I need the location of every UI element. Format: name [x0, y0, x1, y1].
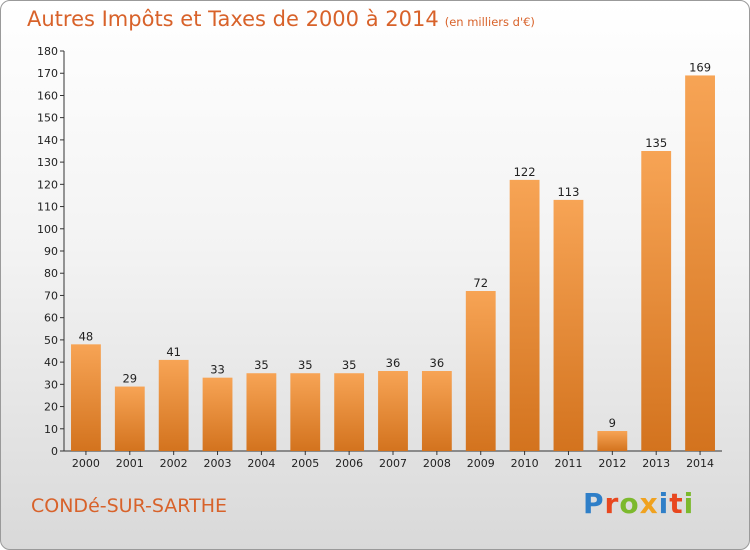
y-tick-label: 0 — [51, 445, 58, 458]
bar — [202, 377, 233, 451]
x-tick-label: 2009 — [467, 457, 495, 470]
bars — [71, 75, 715, 451]
logo-letter: i — [683, 487, 695, 520]
data-label: 9 — [609, 416, 616, 430]
y-tick-label: 110 — [37, 201, 58, 214]
commune-name: CONDé-SUR-SARTHE — [31, 495, 227, 517]
x-tick-label: 2012 — [598, 457, 626, 470]
y-tick-label: 120 — [37, 178, 58, 191]
bar — [71, 344, 101, 451]
bar — [685, 75, 715, 451]
x-tick-label: 2014 — [686, 457, 714, 470]
data-label: 36 — [430, 356, 445, 370]
x-tick-label: 2003 — [204, 457, 232, 470]
bar — [465, 291, 496, 451]
y-tick-label: 10 — [44, 423, 58, 436]
logo-letter: r — [604, 487, 620, 520]
x-tick-label: 2000 — [72, 457, 100, 470]
data-label: 33 — [210, 363, 225, 377]
y-tick-label: 100 — [37, 223, 58, 236]
bar — [641, 151, 672, 451]
axes: 0 10 20 30 40 50 60 70 80 90 100 110 120 130 140 150 160… — [37, 45, 722, 458]
bar — [290, 373, 321, 451]
data-label: 113 — [557, 185, 579, 199]
y-tick-label: 40 — [44, 356, 58, 369]
y-tick-label: 90 — [44, 245, 58, 258]
data-label: 48 — [79, 329, 94, 343]
bar — [553, 199, 584, 451]
y-tick-label: 70 — [44, 289, 58, 302]
proxiti-logo: Proxiti — [583, 487, 694, 520]
bar — [421, 371, 452, 451]
bar — [158, 359, 189, 451]
data-label: 35 — [254, 358, 269, 372]
x-tick-label: 2002 — [160, 457, 188, 470]
bar — [378, 371, 408, 451]
x-tick-label: 2011 — [554, 457, 582, 470]
data-label: 36 — [386, 356, 401, 370]
data-label: 35 — [298, 358, 313, 372]
y-tick-label: 50 — [44, 334, 58, 347]
y-tick-label: 180 — [37, 45, 58, 58]
x-tick-label: 2001 — [116, 457, 144, 470]
bar — [246, 373, 277, 451]
y-tick-label: 80 — [44, 267, 58, 280]
logo-letter: i — [658, 487, 670, 520]
chart-title-text: Autres Impôts et Taxes de 2000 à 2014 — [27, 7, 439, 31]
y-tick-label: 20 — [44, 401, 58, 414]
data-label: 169 — [689, 60, 711, 74]
data-label: 122 — [514, 165, 536, 179]
data-label: 135 — [645, 136, 667, 150]
logo-letter: t — [669, 487, 684, 520]
logo-letter: x — [639, 487, 659, 520]
x-tick-label: 2010 — [511, 457, 539, 470]
logo-letter: o — [619, 487, 640, 520]
chart-title: Autres Impôts et Taxes de 2000 à 2014 (en… — [27, 7, 535, 31]
y-tick-label: 60 — [44, 312, 58, 325]
y-tick-label: 130 — [37, 156, 58, 169]
data-label: 72 — [473, 276, 488, 290]
x-tick-label: 2004 — [247, 457, 275, 470]
y-tick-label: 160 — [37, 89, 58, 102]
x-tick-label: 2007 — [379, 457, 407, 470]
bar — [114, 386, 145, 451]
y-tick-label: 140 — [37, 134, 58, 147]
y-tick-label: 150 — [37, 112, 58, 125]
x-tick-label: 2008 — [423, 457, 451, 470]
y-tick-label: 30 — [44, 378, 58, 391]
labels: 48 2000 29 2001 41 2002 33 2003 35 2004 35 2005 35 20… — [72, 60, 714, 470]
y-tick-label: 170 — [37, 67, 58, 80]
x-tick-label: 2005 — [291, 457, 319, 470]
data-label: 35 — [342, 358, 357, 372]
bar — [597, 431, 628, 451]
x-tick-label: 2006 — [335, 457, 363, 470]
data-label: 41 — [166, 345, 181, 359]
x-tick-label: 2013 — [642, 457, 670, 470]
data-label: 29 — [122, 372, 137, 386]
unit-label: (en milliers d'€) — [444, 15, 535, 29]
logo-letter: P — [583, 487, 605, 520]
bar — [509, 179, 540, 451]
bar — [334, 373, 365, 451]
